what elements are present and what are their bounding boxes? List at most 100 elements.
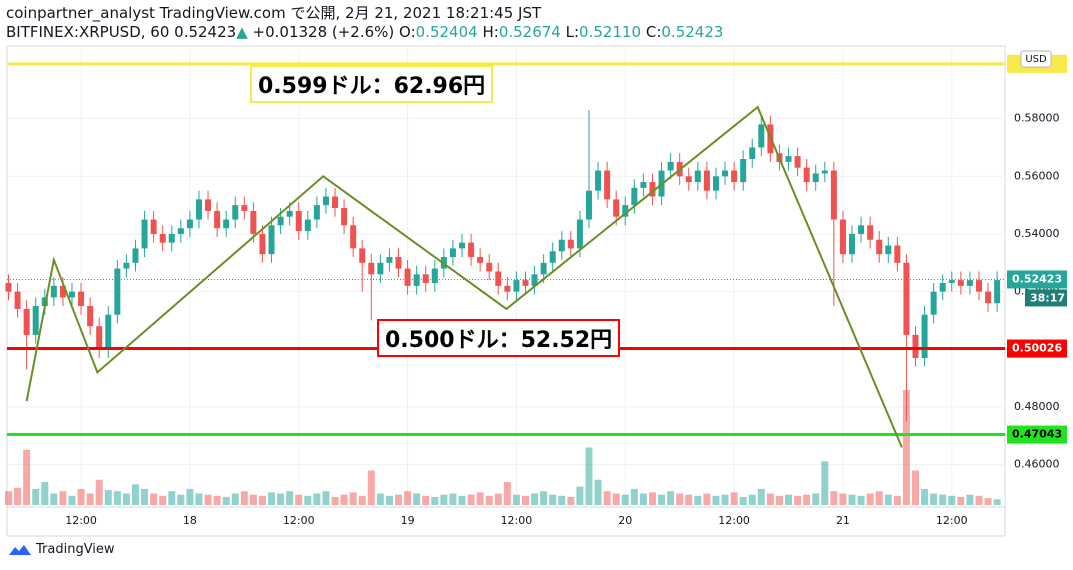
volume-bar: [848, 494, 856, 505]
c-label: C:: [645, 23, 662, 41]
volume-bar: [476, 492, 484, 505]
candle-body: [576, 219, 583, 249]
y-tick-label: 0.54000: [1014, 227, 1060, 240]
y-tick-label: 0.56000: [1014, 169, 1060, 182]
last: 0.52423: [174, 23, 237, 41]
volume-bar: [648, 492, 656, 505]
logo: TradingView: [8, 542, 115, 557]
candle-body: [975, 280, 982, 292]
volume-bar: [558, 495, 566, 505]
volume-bar: [186, 488, 194, 505]
volume-bar: [177, 494, 185, 505]
y-tick-label: 0.46000: [1014, 458, 1060, 471]
y-tick-label: 0.58000: [1014, 112, 1060, 125]
candle-body: [613, 199, 620, 217]
candle-body: [504, 285, 511, 292]
volume-bar: [803, 494, 811, 505]
candle-body: [223, 219, 230, 229]
volume-bar: [59, 491, 67, 505]
volume-bar: [812, 493, 820, 505]
volume-bar: [268, 492, 276, 505]
candle-body: [794, 156, 801, 168]
candle-body: [259, 233, 266, 255]
candle-body: [604, 170, 611, 200]
candle-body: [395, 257, 402, 269]
last-price-tag: 0.52423: [1012, 272, 1062, 285]
volume-bar: [5, 491, 12, 505]
volume-bar: [376, 493, 384, 505]
candle-body: [749, 147, 756, 160]
x-tick-label: 18: [183, 514, 197, 527]
candle-body: [177, 228, 184, 234]
candle-body: [123, 262, 130, 269]
candle-body: [168, 233, 175, 243]
x-tick-label: 12:00: [936, 514, 968, 527]
volume-bar: [122, 493, 130, 505]
candle-body: [404, 268, 411, 286]
candle-body: [422, 274, 429, 283]
x-tick-label: 12:00: [501, 514, 533, 527]
candle-body: [286, 210, 293, 217]
candle-body: [649, 182, 656, 197]
volume-bar: [32, 488, 40, 505]
volume-bar: [957, 496, 965, 505]
candle-body: [740, 159, 747, 183]
volume-bar: [567, 496, 575, 505]
volume-bar: [658, 494, 666, 505]
candle-body: [939, 282, 946, 292]
volume-bar: [639, 493, 647, 505]
volume-bar: [349, 492, 357, 505]
volume-bar: [413, 493, 421, 505]
volume-bar: [730, 492, 738, 505]
symbol: BITFINEX:XRPUSD, 60: [6, 23, 170, 41]
volume-bar: [485, 495, 493, 505]
volume-bar: [621, 494, 629, 505]
candle-body: [114, 268, 121, 315]
volume-bar: [585, 447, 593, 505]
candle-body: [867, 225, 874, 240]
volume-bar: [159, 495, 167, 505]
candle-body: [849, 233, 856, 255]
volume-bar: [104, 490, 112, 505]
volume-bar: [50, 493, 58, 505]
zigzag-line: [25, 105, 903, 448]
volume-bar: [195, 493, 203, 505]
volume-bar: [739, 496, 747, 505]
candle-body: [304, 219, 311, 232]
x-tick-label: 20: [618, 514, 632, 527]
logo-icon: [9, 544, 31, 555]
annotation: 0.500ドル：52.52円: [377, 319, 621, 357]
candle-body: [595, 170, 602, 191]
volume-bar: [785, 494, 793, 505]
candle-body: [205, 199, 212, 211]
volume-bar: [993, 499, 1001, 505]
volume-bar: [766, 493, 774, 505]
l-label: L:: [565, 23, 580, 41]
candle-body: [449, 248, 456, 258]
volume-bar: [440, 494, 448, 505]
candle-body: [948, 280, 955, 283]
volume-bar: [594, 479, 602, 505]
volume-bar: [694, 495, 702, 505]
candle-body: [712, 176, 719, 191]
x-tick-label: 19: [401, 514, 415, 527]
candle-body: [413, 274, 420, 286]
candle-body: [277, 216, 284, 226]
volume-bar: [222, 496, 230, 505]
candle-body: [894, 245, 901, 263]
candle-body: [839, 219, 846, 255]
volume-bar: [404, 491, 412, 505]
candle-body: [495, 271, 502, 286]
volume-bar: [458, 495, 466, 505]
candle-body: [232, 205, 239, 220]
x-tick-label: 21: [836, 514, 850, 527]
volume-bar: [258, 495, 266, 505]
volume-bar: [86, 493, 94, 505]
volume-bar: [95, 479, 103, 505]
volume-bar: [748, 494, 756, 505]
volume-bar: [930, 493, 938, 505]
volume-bar: [939, 494, 947, 505]
volume-bar: [912, 470, 919, 505]
candle-body: [622, 205, 629, 217]
change: +0.01328 (+2.6%): [252, 23, 395, 41]
